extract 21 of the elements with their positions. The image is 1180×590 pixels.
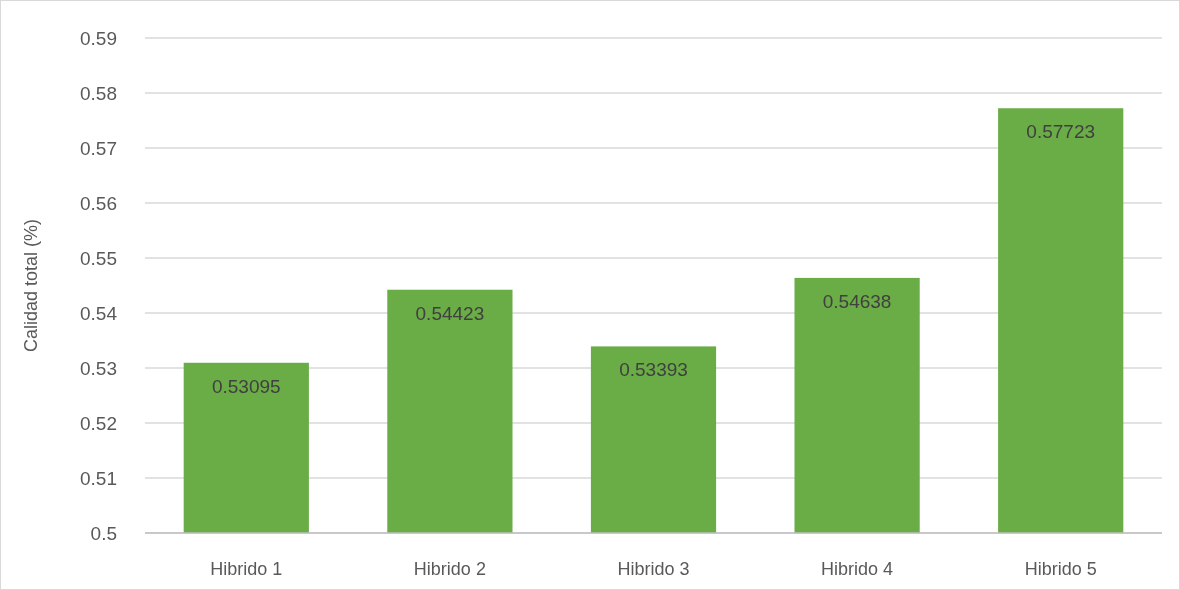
x-tick-label: Hibrido 3: [617, 559, 690, 579]
y-tick-label: 0.58: [80, 82, 117, 104]
y-tick-label: 0.57: [80, 137, 117, 159]
data-label: 0.53095: [211, 375, 281, 397]
y-tick-label: 0.51: [80, 467, 117, 489]
y-tick-label: 0.52: [80, 412, 117, 434]
y-tick-label: 0.56: [80, 192, 117, 214]
y-tick-label: 0.55: [80, 247, 117, 269]
y-tick-label: 0.54: [80, 302, 118, 324]
y-tick-label: 0.5: [90, 522, 117, 544]
data-label: 0.53393: [619, 359, 688, 381]
data-label: 0.54638: [822, 290, 892, 312]
y-axis-title: Calidad total (%): [21, 218, 41, 353]
y-tick-label: 0.59: [80, 27, 117, 49]
x-tick-label: Hibrido 5: [1024, 559, 1097, 579]
y-tick-label: 0.53: [80, 357, 117, 379]
x-tick-label: Hibrido 2: [413, 559, 486, 579]
data-label: 0.54423: [415, 302, 485, 324]
x-tick-label: Hibrido 1: [210, 559, 283, 579]
data-label: 0.57723: [1026, 121, 1096, 143]
x-tick-label: Hibrido 4: [821, 559, 894, 579]
